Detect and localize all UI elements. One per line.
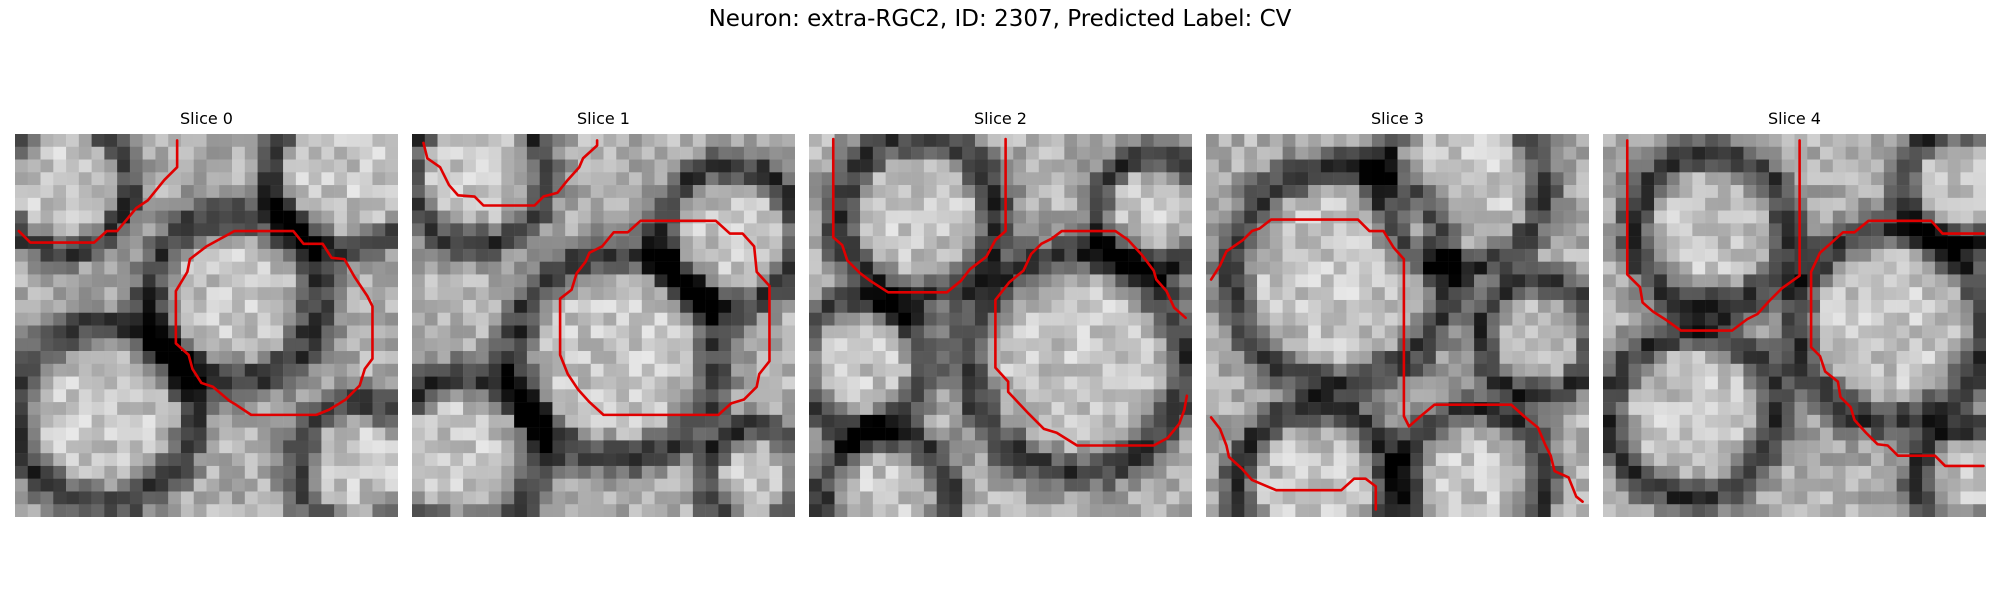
figure-title: Neuron: extra-RGC2, ID: 2307, Predicted … xyxy=(708,6,1292,32)
segmentation-contours xyxy=(1211,220,1583,510)
slice-image-svg xyxy=(15,134,398,517)
slice-title: Slice 1 xyxy=(577,109,630,128)
contour-line xyxy=(19,140,177,242)
contour-line xyxy=(1211,220,1583,502)
segmentation-contours xyxy=(19,140,373,414)
slice-panel: Slice 3 xyxy=(1206,108,1589,517)
microscopy-image xyxy=(412,134,795,517)
contour-line xyxy=(176,231,373,415)
contour-line xyxy=(1211,417,1376,509)
slice-title: Slice 2 xyxy=(974,109,1027,128)
contour-line xyxy=(560,221,769,415)
slice-title: Slice 4 xyxy=(1768,109,1821,128)
slice-panel: Slice 0 xyxy=(15,108,398,517)
contour-line xyxy=(995,231,1187,445)
slice-panel: Slice 4 xyxy=(1603,108,1986,517)
contour-line xyxy=(833,139,1005,292)
slice-panel: Slice 2 xyxy=(809,108,1192,517)
contour-line xyxy=(423,140,597,205)
slice-panel: Slice 1 xyxy=(412,108,795,517)
contour-line xyxy=(1627,140,1799,330)
slice-image-svg xyxy=(412,134,795,517)
segmentation-contours xyxy=(833,139,1187,445)
microscopy-image xyxy=(1603,134,1986,517)
microscopy-image xyxy=(15,134,398,517)
slice-title: Slice 3 xyxy=(1371,109,1424,128)
segmentation-contours xyxy=(1627,140,1983,466)
contour-line xyxy=(1811,221,1983,466)
slice-title: Slice 0 xyxy=(180,109,233,128)
slice-image-svg xyxy=(1206,134,1589,517)
microscopy-image xyxy=(1206,134,1589,517)
slice-image-svg xyxy=(809,134,1192,517)
slice-image-svg xyxy=(1603,134,1986,517)
segmentation-contours xyxy=(423,140,769,414)
microscopy-image xyxy=(809,134,1192,517)
